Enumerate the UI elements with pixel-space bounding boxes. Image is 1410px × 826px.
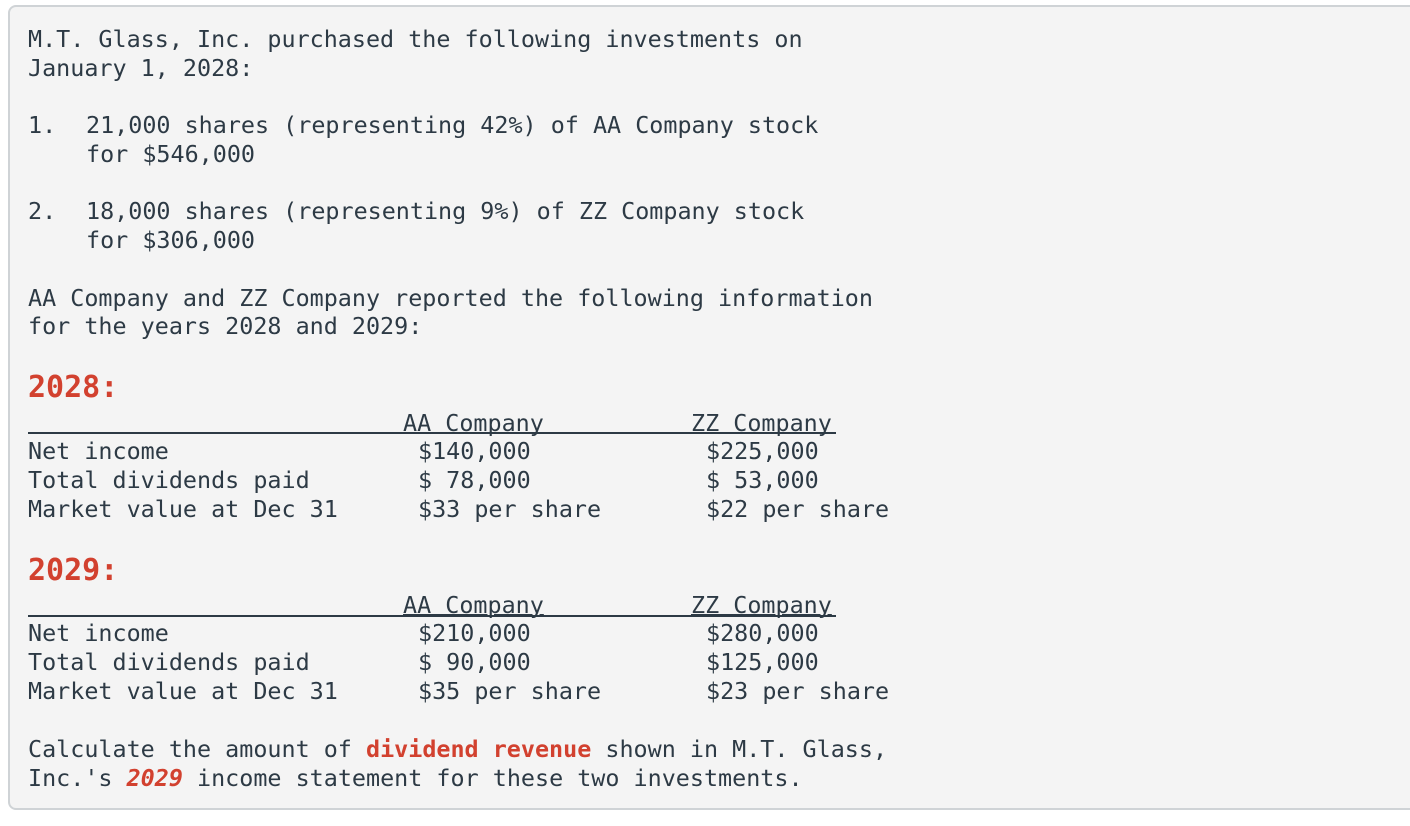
question-line-2: Inc.'s 2029 income statement for these t… [28, 764, 803, 793]
table-rule-2029 [28, 615, 836, 617]
table-rule-2028 [28, 432, 836, 434]
cell-zz: $22 per share [706, 495, 890, 523]
info-line-2: for the years 2028 and 2029: [28, 312, 423, 340]
header-aa-2029: AA Company [403, 591, 544, 619]
cell-zz: $ 53,000 [706, 466, 819, 494]
list-number-2: 2. [28, 197, 57, 225]
cell-aa: $ 78,000 [418, 466, 531, 494]
header-aa-2028: AA Company [403, 409, 544, 437]
row-label: Market value at Dec 31 [28, 495, 338, 523]
cell-zz: $125,000 [706, 648, 819, 676]
list-item-1-line-1: 21,000 shares (representing 42%) of AA C… [86, 111, 819, 139]
highlight-dividend-revenue: dividend revenue [365, 735, 592, 763]
cell-aa: $210,000 [418, 619, 531, 647]
info-line-1: AA Company and ZZ Company reported the f… [28, 284, 873, 312]
list-number-1: 1. [28, 111, 57, 139]
list-item-1-line-2: for $546,000 [86, 140, 255, 168]
question-text: Inc.'s [28, 764, 127, 792]
row-label: Total dividends paid [28, 466, 310, 494]
intro-line-2: January 1, 2028: [28, 54, 254, 82]
list-item-2-line-2: for $306,000 [86, 226, 255, 254]
row-label: Market value at Dec 31 [28, 677, 338, 705]
question-text: income statement for these two investmen… [182, 764, 803, 792]
cell-zz: $280,000 [706, 619, 819, 647]
cell-aa: $140,000 [418, 437, 531, 465]
row-label: Net income [28, 437, 169, 465]
cell-zz: $23 per share [706, 677, 890, 705]
year-heading-2029: 2029: [28, 553, 119, 588]
cell-aa: $33 per share [418, 495, 602, 523]
cell-aa: $35 per share [418, 677, 602, 705]
cell-aa: $ 90,000 [418, 648, 531, 676]
row-label: Total dividends paid [28, 648, 310, 676]
problem-card [8, 5, 1410, 810]
cell-zz: $225,000 [706, 437, 819, 465]
question-text: Calculate the amount of [28, 735, 366, 763]
header-zz-2028: ZZ Company [691, 409, 832, 437]
list-item-2-line-1: 18,000 shares (representing 9%) of ZZ Co… [86, 197, 805, 225]
header-zz-2029: ZZ Company [691, 591, 832, 619]
year-heading-2028: 2028: [28, 370, 119, 405]
question-line-1: Calculate the amount of dividend revenue… [28, 735, 887, 764]
question-text: shown in M.T. Glass, [591, 735, 888, 763]
highlight-year: 2029 [126, 764, 183, 792]
row-label: Net income [28, 619, 169, 647]
intro-line-1: M.T. Glass, Inc. purchased the following… [28, 25, 803, 53]
